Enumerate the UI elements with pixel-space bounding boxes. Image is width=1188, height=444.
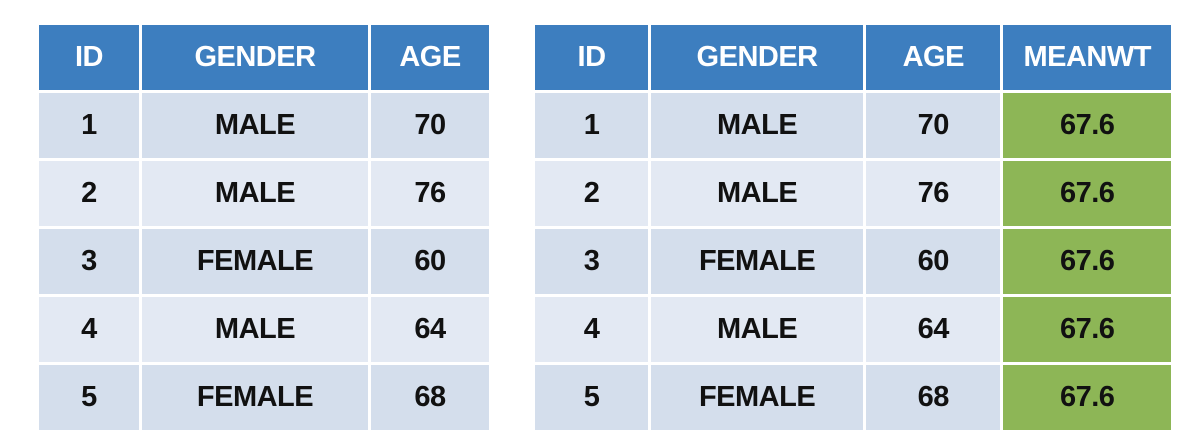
source-table: ID GENDER AGE 1 MALE 70 2 MALE 76 3 FEMA… (36, 22, 492, 433)
cell-age: 76 (866, 161, 1001, 226)
cell-gender: FEMALE (142, 365, 368, 430)
cell-age: 64 (866, 297, 1001, 362)
header-row: ID GENDER AGE MEANWT (535, 25, 1171, 90)
cell-age: 60 (866, 229, 1001, 294)
table-row: 3 FEMALE 60 67.6 (535, 229, 1171, 294)
cell-id: 4 (39, 297, 139, 362)
cell-id: 2 (39, 161, 139, 226)
column-header-id: ID (39, 25, 139, 90)
column-header-age: AGE (866, 25, 1001, 90)
cell-id: 4 (535, 297, 649, 362)
cell-id: 1 (39, 93, 139, 158)
cell-id: 1 (535, 93, 649, 158)
column-header-gender: GENDER (142, 25, 368, 90)
cell-age: 70 (371, 93, 489, 158)
cell-id: 3 (39, 229, 139, 294)
column-header-gender: GENDER (651, 25, 864, 90)
cell-gender: FEMALE (142, 229, 368, 294)
table-row: 1 MALE 70 67.6 (535, 93, 1171, 158)
cell-meanwt: 67.6 (1003, 297, 1171, 362)
cell-age: 70 (866, 93, 1001, 158)
cell-gender: MALE (142, 161, 368, 226)
table-row: 5 FEMALE 68 67.6 (535, 365, 1171, 430)
table-row: 2 MALE 76 (39, 161, 489, 226)
column-header-id: ID (535, 25, 649, 90)
cell-age: 68 (371, 365, 489, 430)
cell-gender: MALE (651, 297, 864, 362)
result-table: ID GENDER AGE MEANWT 1 MALE 70 67.6 2 MA… (532, 22, 1174, 433)
table-row: 1 MALE 70 (39, 93, 489, 158)
cell-gender: MALE (142, 93, 368, 158)
cell-gender: MALE (142, 297, 368, 362)
cell-id: 3 (535, 229, 649, 294)
cell-gender: FEMALE (651, 365, 864, 430)
cell-meanwt: 67.6 (1003, 229, 1171, 294)
cell-age: 60 (371, 229, 489, 294)
cell-meanwt: 67.6 (1003, 365, 1171, 430)
table-row: 5 FEMALE 68 (39, 365, 489, 430)
table-row: 4 MALE 64 (39, 297, 489, 362)
table-row: 2 MALE 76 67.6 (535, 161, 1171, 226)
table-row: 4 MALE 64 67.6 (535, 297, 1171, 362)
table-row: 3 FEMALE 60 (39, 229, 489, 294)
column-header-age: AGE (371, 25, 489, 90)
cell-id: 5 (535, 365, 649, 430)
cell-age: 76 (371, 161, 489, 226)
cell-gender: FEMALE (651, 229, 864, 294)
header-row: ID GENDER AGE (39, 25, 489, 90)
cell-age: 64 (371, 297, 489, 362)
cell-meanwt: 67.6 (1003, 161, 1171, 226)
column-header-meanwt: MEANWT (1003, 25, 1171, 90)
cell-meanwt: 67.6 (1003, 93, 1171, 158)
cell-id: 2 (535, 161, 649, 226)
cell-age: 68 (866, 365, 1001, 430)
cell-gender: MALE (651, 93, 864, 158)
cell-id: 5 (39, 365, 139, 430)
cell-gender: MALE (651, 161, 864, 226)
